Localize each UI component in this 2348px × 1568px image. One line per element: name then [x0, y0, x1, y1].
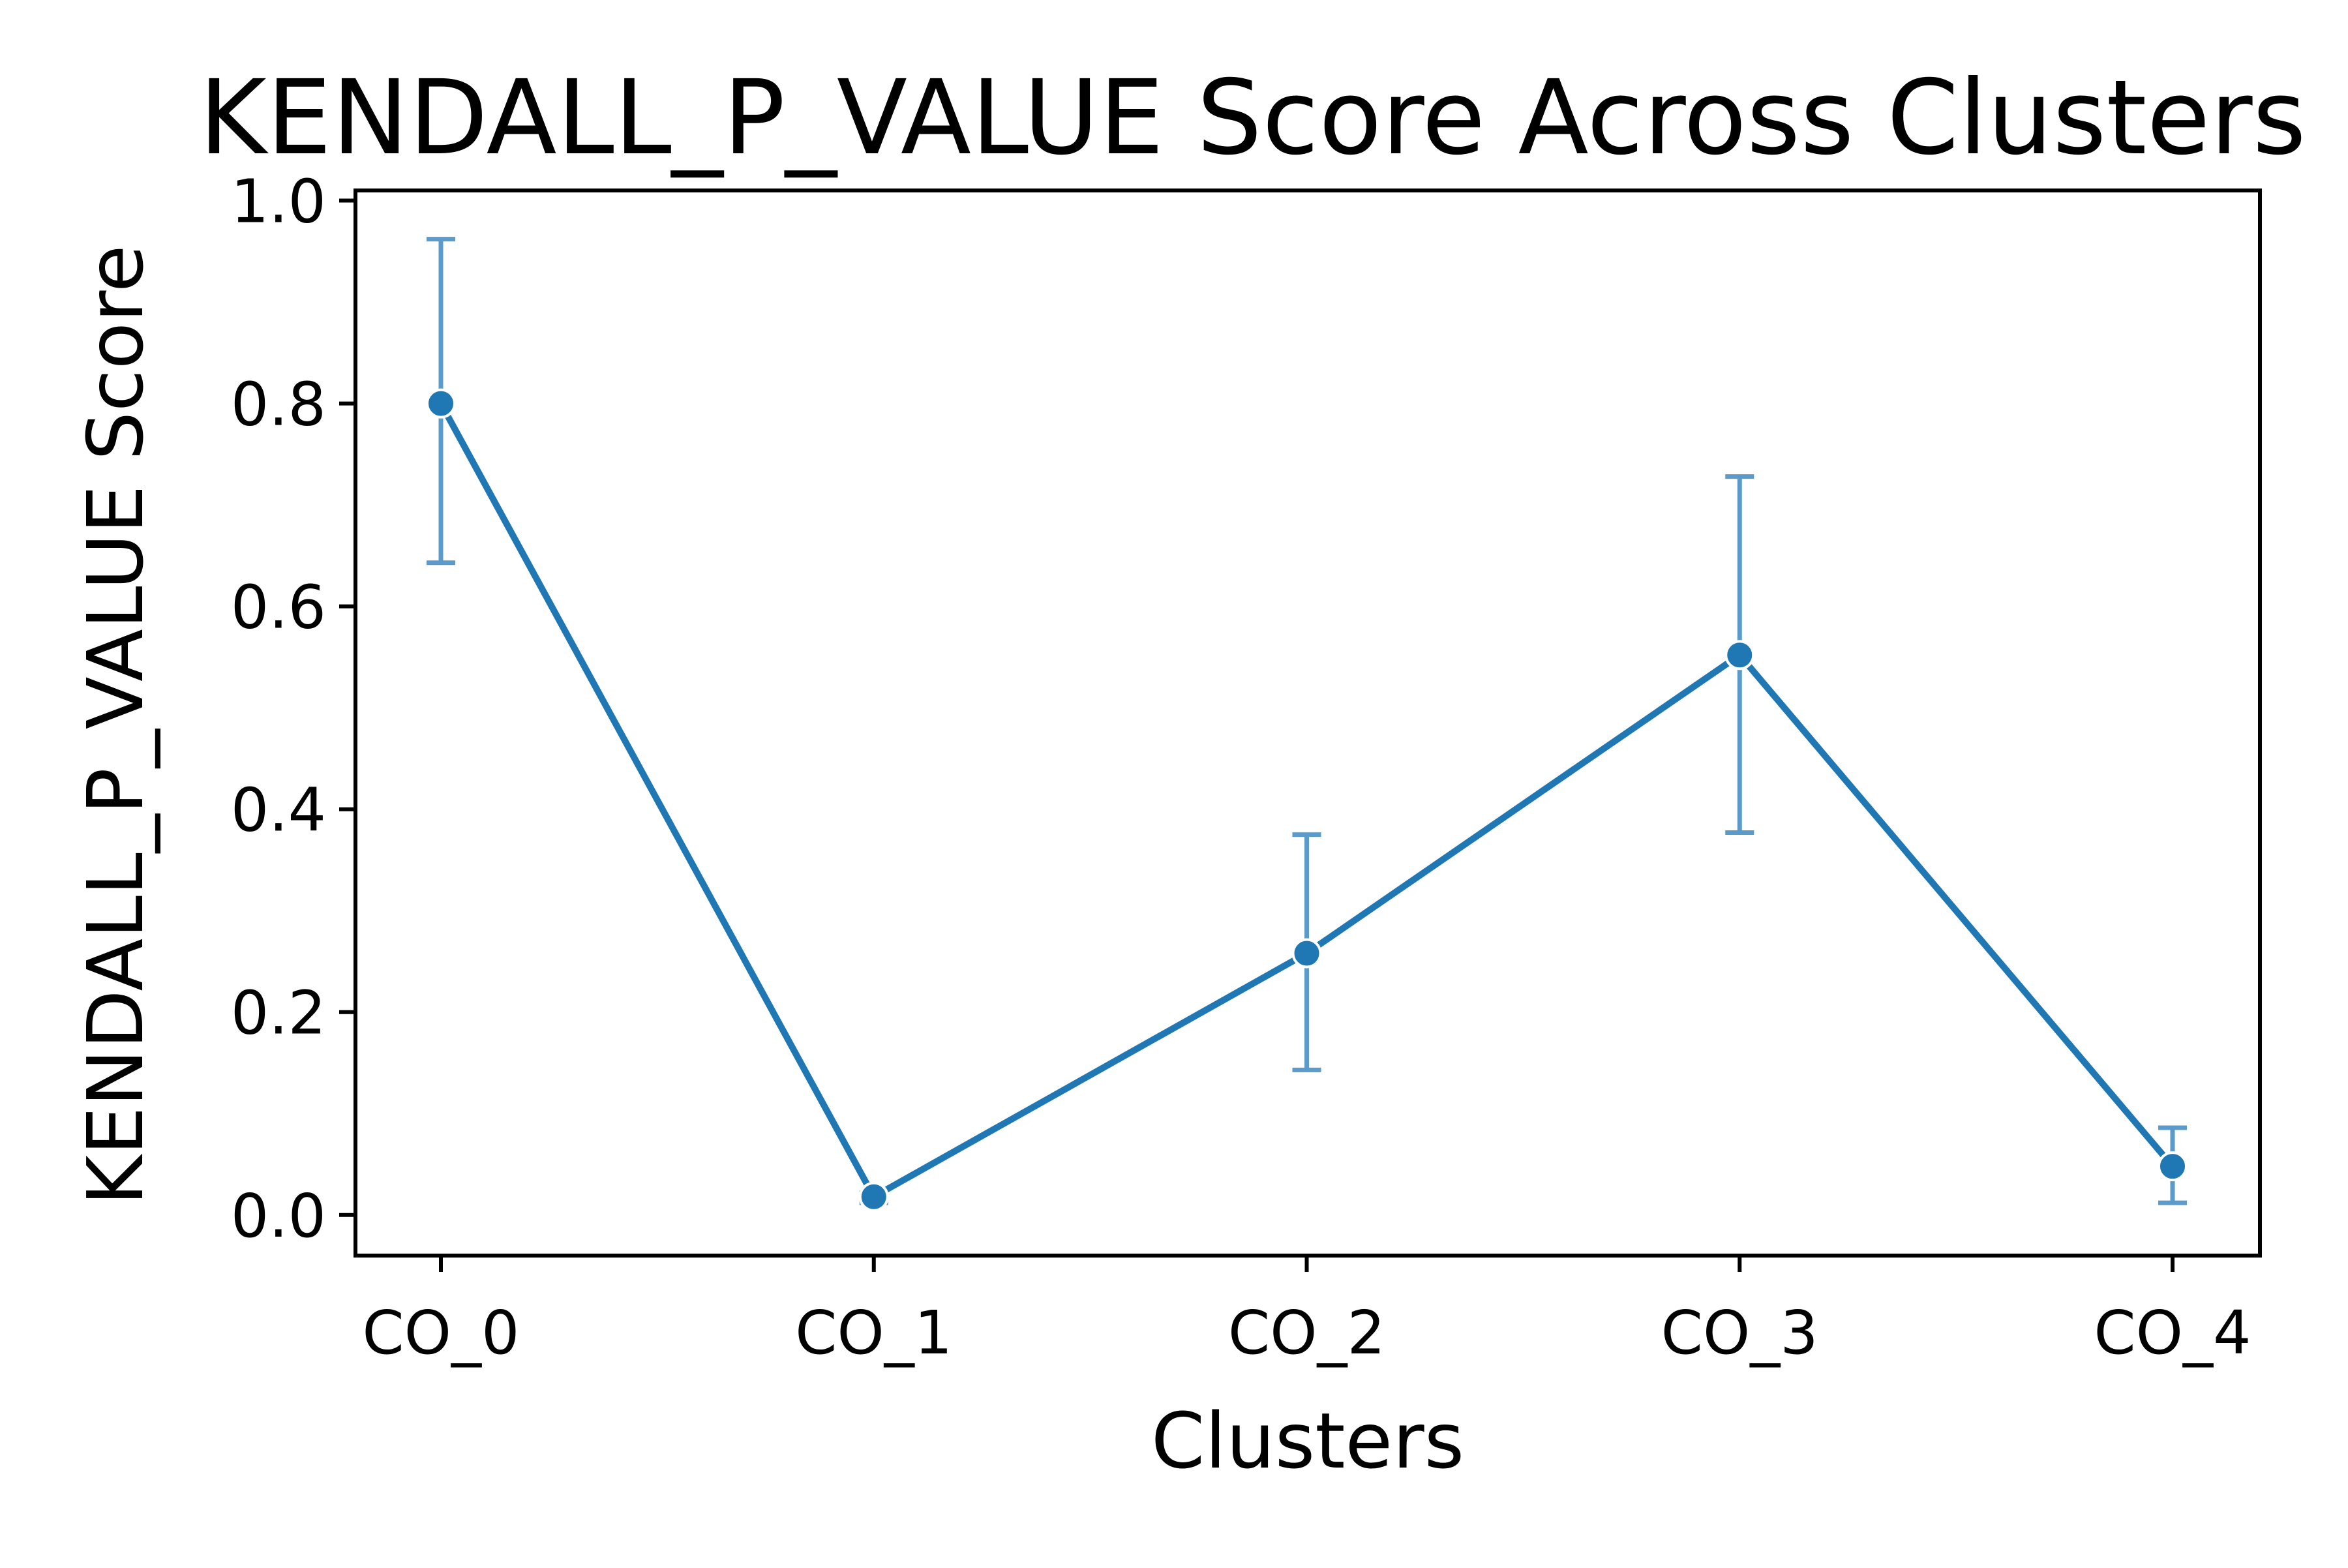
plot-area: 0.0 0.2 0.4 0.6 0.8 1.0 CO_0 CO_1 CO_2 CO_3 CO_4: [231, 167, 2262, 1368]
y-tick-label: 0.4: [231, 776, 326, 845]
y-tick-label: 0.8: [231, 370, 326, 440]
x-tick-label: CO_2: [1228, 1298, 1385, 1368]
y-tick-label: 1.0: [231, 167, 326, 237]
data-point: [858, 1181, 889, 1212]
data-point: [426, 388, 456, 419]
x-tick-label: CO_3: [1661, 1298, 1818, 1368]
plot-frame: [354, 188, 2262, 1258]
x-axis-label: Clusters: [1151, 1396, 1464, 1486]
x-tick-label: CO_1: [795, 1298, 952, 1368]
data-point: [1291, 938, 1322, 969]
x-tick-label: CO_0: [362, 1298, 519, 1368]
data-point: [2158, 1151, 2188, 1182]
x-tick-label: CO_4: [2094, 1298, 2251, 1368]
chart-title: KENDALL_P_VALUE Score Across Clusters: [199, 58, 2306, 178]
y-tick-label: 0.0: [231, 1181, 326, 1251]
y-tick-label: 0.6: [231, 573, 326, 642]
series-line: [438, 402, 2175, 1200]
data-point: [1724, 640, 1755, 671]
y-tick-label: 0.2: [231, 978, 326, 1048]
y-axis-label: KENDALL_P_VALUE Score: [70, 245, 160, 1205]
